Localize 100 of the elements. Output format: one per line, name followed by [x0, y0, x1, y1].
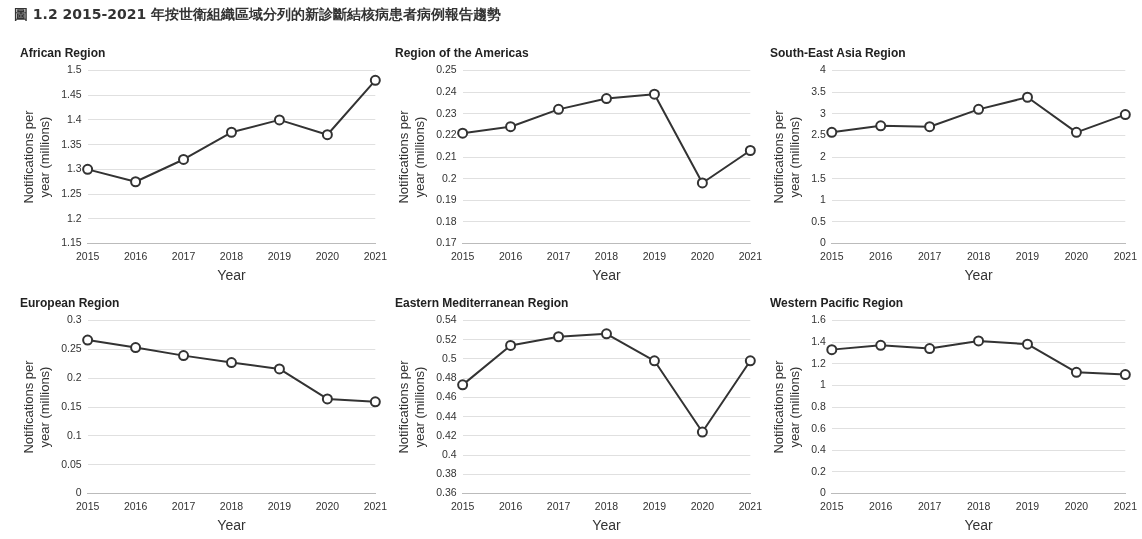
y-tick-label: 1.2: [67, 211, 82, 224]
y-axis-title: Notifications per year (millions): [21, 359, 52, 454]
y-tick-label: 0.3: [67, 313, 82, 326]
y-tick-label: 0.1: [67, 428, 82, 441]
y-tick-label: 1.2: [811, 356, 826, 369]
y-tick-label: 1.5: [811, 171, 826, 184]
x-tick-label: 2015: [820, 499, 844, 512]
x-tick-label: 2020: [1064, 249, 1089, 262]
x-axis-title: Year: [964, 267, 994, 284]
x-tick-label: 2015: [75, 499, 100, 512]
y-tick-label: 1: [819, 378, 826, 391]
point: [178, 350, 190, 362]
point: [973, 335, 985, 347]
y-axis-title: Notifications per year (millions): [771, 359, 802, 454]
point: [273, 363, 285, 375]
y-tick-label: 1.4: [811, 334, 826, 347]
x-tick-label: 2018: [966, 499, 991, 512]
x-tick-label: 2019: [1015, 499, 1040, 512]
point: [1119, 109, 1131, 121]
x-tick-label: 2019: [642, 499, 667, 512]
point: [924, 343, 936, 355]
x-tick-label: 2019: [267, 249, 292, 262]
y-tick-label: 0.54: [436, 313, 457, 326]
point: [369, 74, 381, 86]
x-tick-label: 2018: [966, 249, 991, 262]
point: [1070, 366, 1082, 378]
y-tick-label: 4: [819, 63, 826, 76]
y-axis-title: Notifications per year (millions): [771, 109, 802, 204]
y-tick-label: 1.45: [61, 88, 82, 101]
point: [696, 426, 708, 438]
x-tick-label: 2017: [917, 249, 942, 262]
point: [826, 126, 838, 138]
y-axis-title: Notifications per year (millions): [21, 109, 52, 204]
x-tick-label: 2016: [123, 249, 148, 262]
y-tick-label: 0.38: [436, 467, 457, 480]
y-tick-label: 0.23: [436, 106, 457, 119]
y-tick-label: 0.18: [436, 214, 457, 227]
y-tick-label: 3.5: [811, 84, 826, 97]
point: [600, 93, 612, 105]
y-tick-label: 0.2: [442, 171, 457, 184]
point: [273, 114, 285, 126]
point: [457, 127, 469, 139]
point: [696, 177, 708, 189]
x-tick-label: 2021: [1113, 249, 1138, 262]
y-tick-label: 1.35: [61, 137, 82, 150]
y-tick-label: 0: [819, 236, 826, 249]
x-tick-label: 2018: [219, 249, 244, 262]
y-tick-label: 1.3: [67, 162, 82, 175]
y-tick-label: 0: [75, 486, 82, 499]
x-tick-label: 2015: [450, 499, 475, 512]
y-tick-label: 0.6: [811, 421, 826, 434]
point: [1021, 338, 1033, 350]
y-tick-label: 0.05: [61, 457, 82, 470]
point: [744, 145, 756, 157]
x-tick-label: 2016: [869, 499, 893, 512]
y-tick-label: 0.5: [811, 214, 826, 227]
y-tick-label: 0.46: [436, 390, 457, 403]
point: [82, 334, 94, 346]
y-tick-label: 1: [819, 193, 826, 206]
point: [924, 121, 936, 133]
chart-title: Western Pacific Region: [770, 295, 904, 310]
y-tick-label: 3: [819, 106, 826, 119]
y-tick-label: 0.22: [436, 128, 457, 141]
point: [1119, 369, 1131, 381]
point: [505, 339, 517, 351]
y-tick-label: 2: [819, 149, 826, 162]
y-tick-label: 0.24: [436, 84, 457, 97]
point: [505, 121, 517, 133]
y-tick-label: 2.5: [811, 128, 826, 141]
point: [130, 176, 142, 188]
x-tick-label: 2017: [917, 499, 942, 512]
x-tick-label: 2017: [546, 249, 571, 262]
x-tick-label: 2015: [450, 249, 475, 262]
x-tick-label: 2020: [315, 249, 340, 262]
y-tick-label: 0.19: [436, 193, 457, 206]
x-tick-label: 2015: [820, 249, 844, 262]
point: [1070, 126, 1082, 138]
x-tick-label: 2021: [738, 499, 763, 512]
x-tick-label: 2016: [869, 249, 893, 262]
y-axis-title: Notifications per year (millions): [396, 359, 427, 454]
y-tick-label: 0.52: [436, 332, 457, 345]
point: [178, 153, 190, 165]
y-tick-label: 0: [819, 486, 826, 499]
y-tick-label: 0.25: [61, 342, 82, 355]
x-axis-title: Year: [592, 267, 621, 284]
x-tick-label: 2020: [1064, 499, 1089, 512]
y-tick-label: 0.2: [67, 371, 82, 384]
x-tick-label: 2019: [1015, 249, 1040, 262]
y-tick-label: 0.17: [436, 236, 457, 249]
x-axis-title: Year: [964, 517, 994, 534]
y-tick-label: 0.44: [436, 409, 457, 422]
chart-title: South-East Asia Region: [770, 45, 906, 60]
y-tick-label: 1.4: [67, 112, 82, 125]
point: [457, 379, 469, 391]
chart-title: Eastern Mediterranean Region: [395, 295, 569, 310]
y-tick-label: 0.2: [811, 464, 826, 477]
x-tick-label: 2017: [546, 499, 571, 512]
y-tick-label: 0.21: [436, 149, 457, 162]
x-tick-label: 2016: [123, 499, 148, 512]
x-tick-label: 2015: [75, 249, 100, 262]
